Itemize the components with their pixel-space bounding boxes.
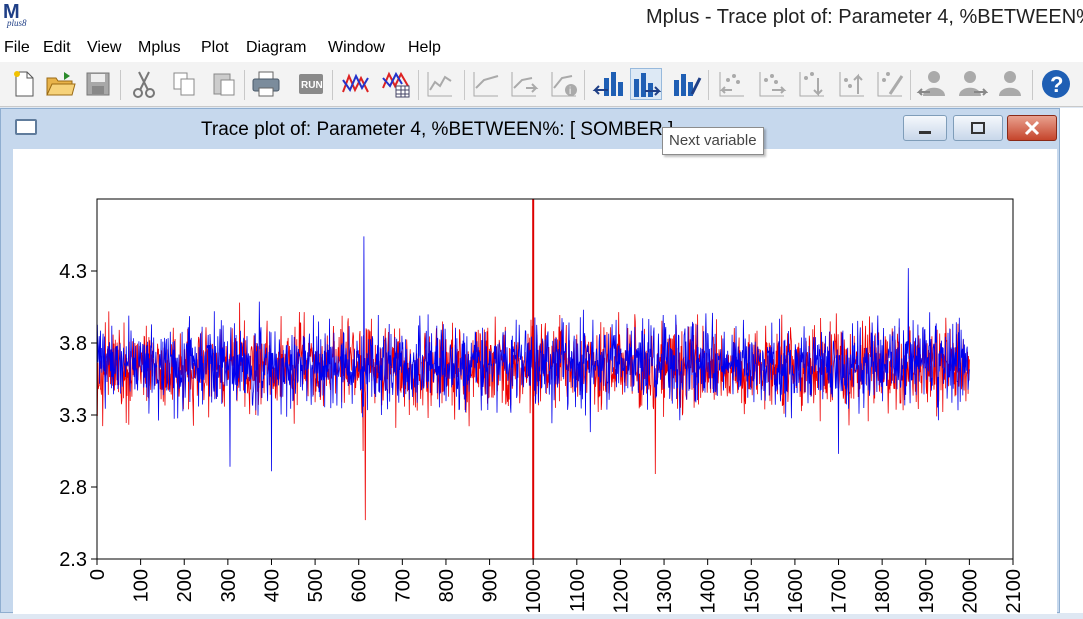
x-tick-label: 1700 [829, 569, 851, 614]
toolbar-separator [244, 70, 245, 100]
menu-help[interactable]: Help [408, 39, 441, 56]
menu-file[interactable]: File [4, 39, 30, 56]
x-tick-label: 1500 [741, 569, 763, 614]
svg-text:RUN: RUN [301, 80, 323, 91]
next-variable-icon[interactable] [630, 68, 662, 100]
scatter-edit-icon[interactable] [874, 68, 906, 100]
paste-icon[interactable] [208, 68, 240, 100]
minimize-button[interactable] [903, 115, 947, 141]
x-tick-label: 700 [392, 569, 414, 602]
user-next-icon[interactable] [956, 68, 989, 100]
y-tick-label: 2.3 [59, 549, 87, 571]
title-bar: M plus8 Mplus - Trace plot of: Parameter… [0, 0, 1083, 36]
x-tick-label: 500 [305, 569, 327, 602]
svg-text:?: ? [1050, 72, 1063, 97]
menu-mplus[interactable]: Mplus [138, 39, 181, 56]
scatter-next-icon[interactable] [756, 68, 788, 100]
previous-variable-icon[interactable] [592, 68, 624, 100]
x-tick-label: 900 [480, 569, 502, 602]
x-tick-label: 300 [218, 569, 240, 602]
toolbar-separator [332, 70, 333, 100]
new-file-icon[interactable] [8, 68, 40, 100]
x-tick-label: 2100 [1003, 569, 1025, 614]
menu-window[interactable]: Window [328, 39, 385, 56]
line-plot-prev-icon[interactable] [470, 68, 502, 100]
scatter-prev-icon[interactable] [716, 68, 748, 100]
x-tick-label: 200 [174, 569, 196, 602]
x-tick-label: 0 [87, 569, 109, 580]
plot-icon[interactable] [340, 68, 372, 100]
y-tick-label: 3.3 [59, 405, 87, 427]
toolbar-separator [1032, 70, 1033, 100]
menu-bar: File Edit View Mplus Plot Diagram Window… [0, 36, 1083, 62]
trace-plot-chart: 2.3 2.8 3.3 3.8 4.3 0 100 200 300 400 500 600 700 800… [59, 198, 1025, 614]
x-tick-label: 1100 [567, 569, 589, 612]
y-tick-label: 2.8 [59, 477, 87, 499]
open-folder-icon[interactable] [44, 68, 76, 100]
toolbar-separator [418, 70, 419, 100]
toolbar-separator [584, 70, 585, 100]
toolbar-separator [464, 70, 465, 100]
x-tick-label: 1200 [610, 569, 632, 614]
window-icon [15, 119, 37, 135]
menu-diagram[interactable]: Diagram [246, 39, 307, 56]
x-tick-label: 2000 [959, 569, 981, 614]
save-icon[interactable] [82, 68, 114, 100]
x-tick-label: 600 [349, 569, 371, 602]
x-tick-label: 800 [436, 569, 458, 602]
run-icon[interactable]: RUN [296, 68, 328, 100]
print-icon[interactable] [250, 68, 282, 100]
x-tick-label: 1000 [523, 569, 545, 614]
line-plot-next-icon[interactable] [508, 68, 540, 100]
toolbar: RUN i [0, 62, 1083, 107]
trace-plot-window: Trace plot of: Parameter 4, %BETWEEN%: [… [0, 108, 1060, 614]
toolbar-separator [120, 70, 121, 100]
x-tick-label: 400 [261, 569, 283, 602]
user-prev-icon[interactable] [916, 68, 948, 100]
x-tick-label: 1400 [698, 569, 720, 614]
scatter-up-icon[interactable] [836, 68, 868, 100]
line-plot-info-icon[interactable]: i [548, 68, 580, 100]
background-strip [1060, 108, 1083, 613]
close-button[interactable] [1007, 115, 1057, 141]
mplus-logo: M plus8 [1, 1, 27, 31]
logo-letter: M [3, 1, 20, 23]
plot-border [96, 198, 1014, 560]
logo-sub: plus8 [7, 18, 27, 28]
menu-edit[interactable]: Edit [43, 39, 71, 56]
menu-view[interactable]: View [87, 39, 122, 56]
window-title: Trace plot of: Parameter 4, %BETWEEN%: [… [201, 119, 674, 140]
y-tick-label: 4.3 [59, 261, 87, 283]
plot-table-icon[interactable] [380, 68, 412, 100]
toolbar-separator [910, 70, 911, 100]
x-tick-label: 1800 [872, 569, 894, 614]
copy-icon[interactable] [168, 68, 200, 100]
user-icon[interactable] [994, 68, 1026, 100]
line-plot-icon[interactable] [424, 68, 456, 100]
variable-settings-icon[interactable] [670, 68, 702, 100]
help-icon[interactable]: ? [1040, 68, 1072, 100]
x-tick-label: 1900 [916, 569, 938, 614]
y-tick-label: 3.8 [59, 333, 87, 355]
scatter-down-icon[interactable] [796, 68, 828, 100]
svg-text:i: i [569, 86, 571, 97]
app-title: Mplus - Trace plot of: Parameter 4, %BET… [646, 6, 1083, 28]
x-tick-label: 100 [131, 569, 153, 602]
cut-icon[interactable] [128, 68, 160, 100]
plot-area: 2.3 2.8 3.3 3.8 4.3 0 100 200 300 400 500 600 700 800… [13, 149, 1057, 614]
toolbar-separator [708, 70, 709, 100]
maximize-button[interactable] [953, 115, 1003, 141]
x-tick-label: 1300 [654, 569, 676, 614]
menu-plot[interactable]: Plot [201, 39, 229, 56]
x-tick-label: 1600 [785, 569, 807, 614]
tooltip: Next variable [662, 127, 764, 155]
